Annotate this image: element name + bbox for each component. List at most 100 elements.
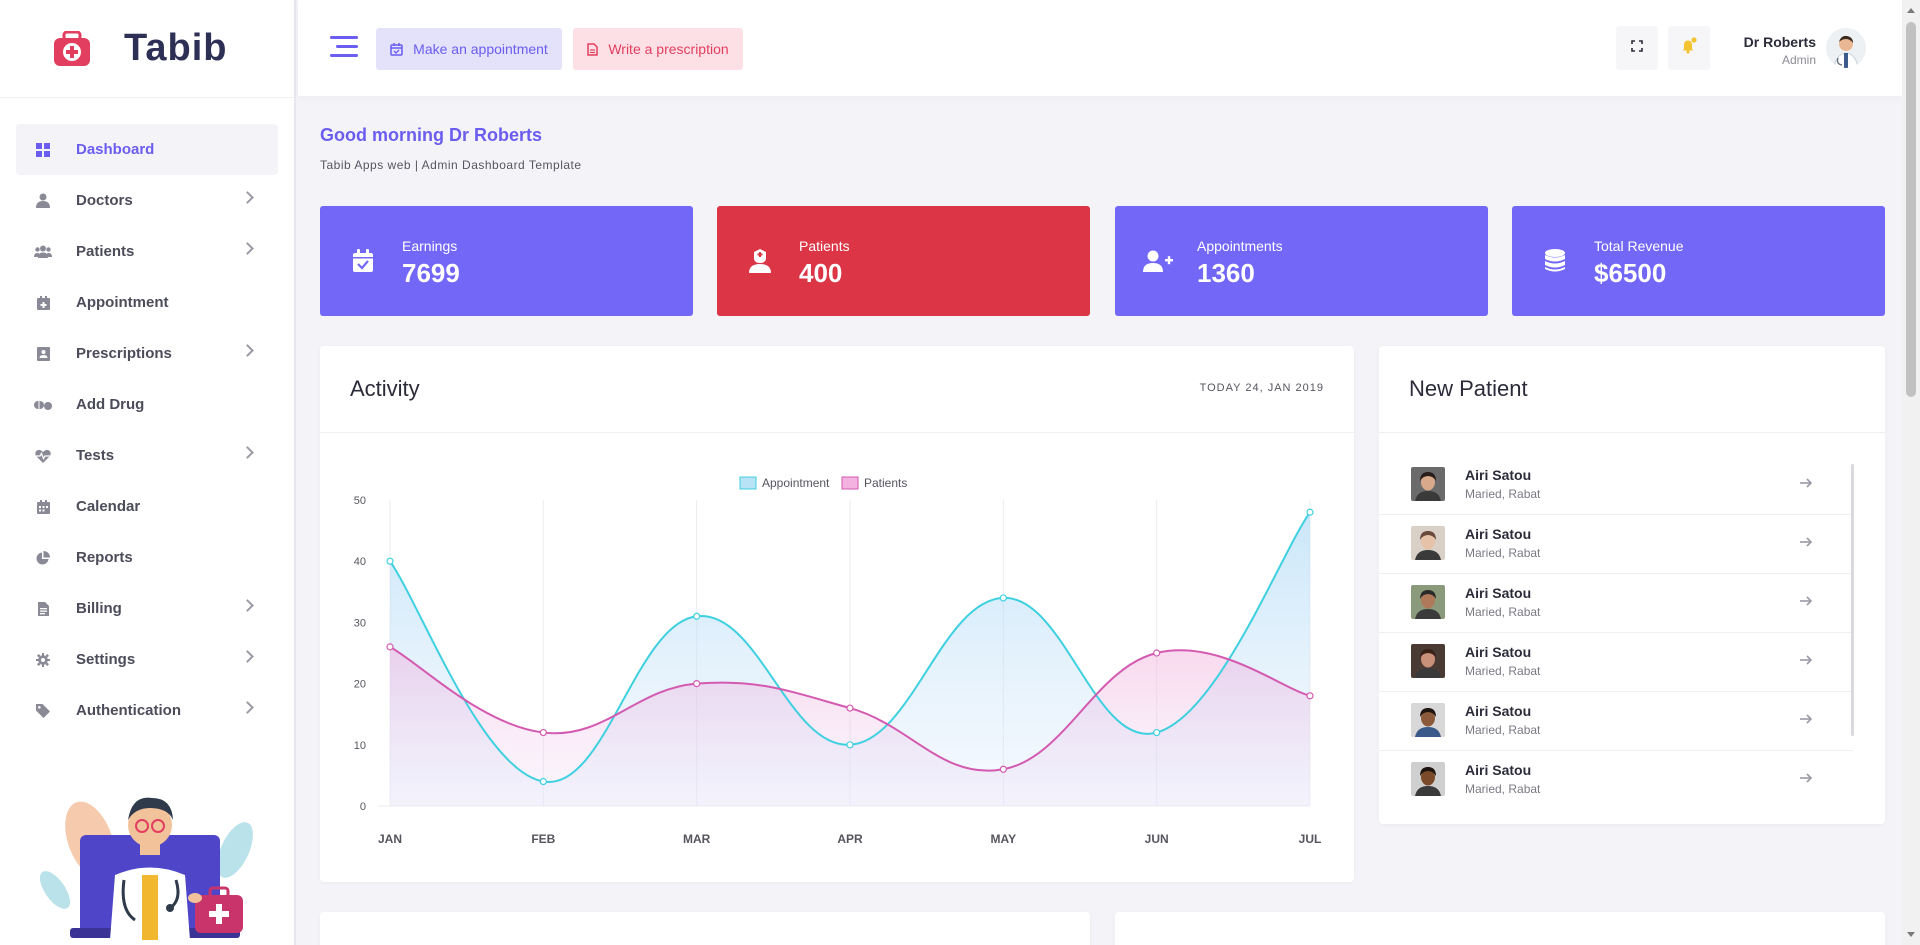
expand-icon	[1631, 39, 1643, 57]
file-invoice-icon	[34, 600, 52, 618]
new-patient-card: New Patient Airi Satou Maried, Rabat Airi …	[1379, 346, 1885, 824]
sidebar-item-tests[interactable]: Tests	[16, 430, 278, 481]
bell-icon	[1680, 36, 1698, 60]
data-point	[539, 728, 547, 737]
y-tick-label: 50	[354, 495, 366, 507]
patient-details: Maried, Rabat	[1465, 487, 1541, 501]
sidebar-item-billing[interactable]: Billing	[16, 583, 278, 634]
sidebar-item-label: Appointment	[76, 294, 169, 311]
data-point	[1153, 728, 1161, 737]
logo[interactable]: Tabib	[0, 0, 294, 98]
patient-list: Airi Satou Maried, Rabat Airi Satou Maried,…	[1379, 456, 1853, 810]
sidebar-item-label: Prescriptions	[76, 345, 172, 362]
list-item[interactable]: Airi Satou Maried, Rabat	[1379, 515, 1853, 574]
calendar-check-icon	[390, 42, 403, 56]
patient-details: Maried, Rabat	[1465, 546, 1541, 560]
legend-swatch	[841, 476, 859, 490]
stat-card-appointments[interactable]: Appointments 1360	[1115, 206, 1488, 316]
sidebar-nav: Dashboard Doctors Patients Appointment Presc…	[0, 98, 294, 736]
patient-name: Airi Satou	[1465, 644, 1532, 660]
calendar-icon	[34, 498, 52, 516]
sidebar-item-label: Billing	[76, 600, 122, 617]
sidebar-item-settings[interactable]: Settings	[16, 634, 278, 685]
sidebar-item-label: Dashboard	[76, 141, 155, 158]
list-item[interactable]: Airi Satou Maried, Rabat	[1379, 574, 1853, 633]
bottom-card-right	[1115, 912, 1885, 945]
notifications-button[interactable]	[1668, 26, 1710, 70]
arrow-right-icon[interactable]	[1799, 476, 1813, 490]
new-patient-title: New Patient	[1409, 376, 1528, 401]
activity-date: TODAY 24, JAN 2019	[1199, 382, 1324, 394]
list-item[interactable]: Airi Satou Maried, Rabat	[1379, 751, 1853, 810]
chevron-right-icon	[241, 701, 254, 714]
patient-list-scrollbar[interactable]	[1851, 464, 1854, 736]
tag-icon	[34, 702, 52, 720]
scroll-thumb[interactable]	[1906, 22, 1916, 397]
stat-value: 400	[799, 258, 843, 288]
patient-details: Maried, Rabat	[1465, 723, 1541, 737]
stat-card-patients[interactable]: Patients 400	[717, 206, 1090, 316]
list-item[interactable]: Airi Satou Maried, Rabat	[1379, 633, 1853, 692]
user-nurse-icon	[745, 246, 775, 276]
write-prescription-button[interactable]: Write a prescription	[573, 28, 743, 70]
data-point	[693, 680, 701, 688]
patient-photo	[1411, 703, 1445, 737]
x-tick-label: MAY	[991, 832, 1017, 846]
arrow-right-icon[interactable]	[1799, 594, 1813, 608]
stat-label: Total Revenue	[1594, 238, 1684, 254]
stat-card-total-revenue[interactable]: Total Revenue $6500	[1512, 206, 1885, 316]
sidebar-item-appointment[interactable]: Appointment	[16, 277, 278, 328]
sidebar-item-label: Tests	[76, 447, 115, 464]
user-menu[interactable]: Dr Roberts Admin	[1722, 24, 1872, 74]
arrow-right-icon[interactable]	[1799, 712, 1813, 726]
legend-swatch	[739, 476, 757, 490]
chevron-right-icon	[241, 650, 254, 663]
sidebar-item-add-drug[interactable]: Add Drug	[16, 379, 278, 430]
sidebar-item-label: Add Drug	[76, 396, 145, 413]
stat-value: 7699	[402, 258, 460, 288]
y-tick-label: 0	[360, 801, 366, 813]
patient-photo	[1411, 526, 1445, 560]
data-point	[846, 704, 854, 712]
patient-name: Airi Satou	[1465, 467, 1532, 483]
doctor-illustration	[39, 780, 260, 945]
scroll-up-icon[interactable]	[1907, 8, 1915, 13]
database-icon	[1540, 246, 1570, 276]
menu-toggle-icon[interactable]	[330, 36, 358, 58]
make-appointment-button[interactable]: Make an appointment	[376, 28, 562, 70]
greeting: Good morning Dr Roberts	[320, 125, 542, 145]
sidebar: Tabib Dashboard Doctors Patients Appointmen…	[0, 0, 296, 945]
user-md-icon	[34, 192, 52, 210]
list-item[interactable]: Airi Satou Maried, Rabat	[1379, 692, 1853, 751]
stat-card-earnings[interactable]: Earnings 7699	[320, 206, 693, 316]
activity-chart: 0 10 20 30 40 50 JAN FEB MAR APR MAY JUN JUL Appointm…	[354, 476, 1322, 846]
sidebar-item-label: Authentication	[76, 702, 181, 719]
patient-name: Airi Satou	[1465, 762, 1532, 778]
y-tick-label: 10	[354, 740, 366, 752]
fullscreen-button[interactable]	[1616, 26, 1658, 70]
arrow-right-icon[interactable]	[1799, 771, 1813, 785]
sidebar-item-calendar[interactable]: Calendar	[16, 481, 278, 532]
x-tick-label: MAR	[683, 832, 711, 846]
chevron-right-icon	[241, 344, 254, 357]
file-icon	[587, 42, 599, 56]
y-tick-label: 20	[354, 679, 366, 691]
arrow-right-icon[interactable]	[1799, 653, 1813, 667]
sidebar-item-patients[interactable]: Patients	[16, 226, 278, 277]
sidebar-item-dashboard[interactable]: Dashboard	[16, 124, 278, 175]
clipboard-icon	[34, 345, 52, 363]
sidebar-item-reports[interactable]: Reports	[16, 532, 278, 583]
stat-label: Patients	[799, 238, 850, 254]
list-item[interactable]: Airi Satou Maried, Rabat	[1379, 456, 1853, 515]
sidebar-item-prescriptions[interactable]: Prescriptions	[16, 328, 278, 379]
scroll-down-icon[interactable]	[1907, 932, 1915, 937]
sidebar-item-label: Doctors	[76, 192, 133, 209]
data-point	[1306, 508, 1314, 516]
arrow-right-icon[interactable]	[1799, 535, 1813, 549]
calendar-check-icon	[348, 246, 378, 276]
sidebar-item-doctors[interactable]: Doctors	[16, 175, 278, 226]
sidebar-item-label: Settings	[76, 651, 136, 668]
page-scrollbar[interactable]	[1902, 0, 1920, 945]
activity-card: Activity TODAY 24, JAN 2019 0 10 20 30 40 50 J…	[320, 346, 1354, 882]
sidebar-item-authentication[interactable]: Authentication	[16, 685, 278, 736]
